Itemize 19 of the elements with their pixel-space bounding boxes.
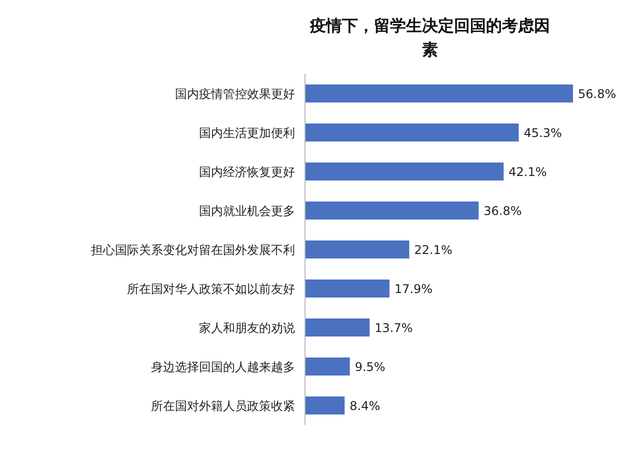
data-label: 17.9% bbox=[394, 282, 433, 296]
data-label: 42.1% bbox=[508, 165, 547, 179]
y-tick-label: 国内生活更加便利 bbox=[199, 126, 295, 140]
y-tick-label: 身边选择回国的人越来越多 bbox=[151, 360, 295, 374]
data-label: 13.7% bbox=[374, 321, 413, 335]
y-tick-label: 所在国对华人政策不如以前友好 bbox=[127, 282, 295, 296]
y-tick-label: 国内就业机会更多 bbox=[199, 204, 295, 218]
data-label: 45.3% bbox=[524, 126, 562, 140]
data-label: 36.8% bbox=[484, 204, 522, 218]
data-label: 8.4% bbox=[350, 399, 380, 413]
y-tick-label: 国内经济恢复更好 bbox=[199, 165, 295, 179]
data-label: 22.1% bbox=[414, 243, 452, 257]
y-tick-label: 担心国际关系变化对留在国外发展不利 bbox=[91, 243, 295, 257]
data-label: 9.5% bbox=[354, 360, 386, 374]
y-tick-label: 国内疫情管控效果更好 bbox=[175, 87, 295, 101]
y-tick-label: 家人和朋友的劝说 bbox=[199, 321, 295, 335]
title: 疫情下，留学生决定回国的考虑因素 bbox=[308, 15, 551, 61]
data-label: 56.8% bbox=[578, 87, 616, 101]
y-tick-label: 所在国对外籍人员政策收紧 bbox=[151, 399, 295, 413]
